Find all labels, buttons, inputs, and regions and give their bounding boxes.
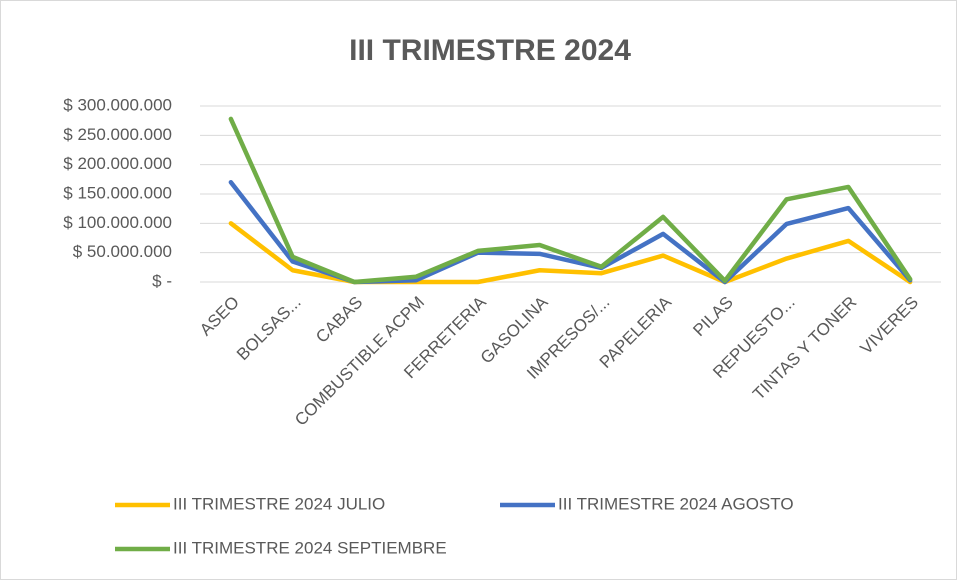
y-tick-label: $ 50.000.000 (73, 242, 172, 261)
series-line (228, 116, 913, 285)
legend-label: III TRIMESTRE 2024 AGOSTO (558, 494, 794, 513)
legend-label: III TRIMESTRE 2024 JULIO (173, 494, 385, 513)
y-tick-label: $ 250.000.000 (63, 125, 172, 144)
y-tick-label: $ 300.000.000 (63, 95, 172, 114)
y-tick-label: $ 100.000.000 (63, 213, 172, 232)
legend-label: III TRIMESTRE 2024 SEPTIEMBRE (173, 538, 447, 557)
y-tick-label: $ - (152, 271, 172, 290)
chart-title: III TRIMESTRE 2024 (349, 34, 631, 67)
y-tick-label: $ 200.000.000 (63, 154, 172, 173)
y-tick-label: $ 150.000.000 (63, 183, 172, 202)
